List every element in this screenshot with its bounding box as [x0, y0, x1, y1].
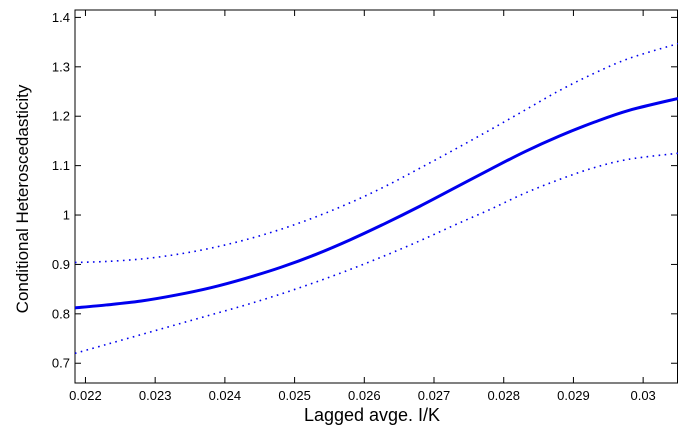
- x-axis-label: Lagged avge. I/K: [304, 405, 440, 425]
- y-tick-label: 0.7: [52, 356, 70, 371]
- x-tick-label: 0.025: [278, 388, 311, 403]
- y-tick-label: 1.3: [52, 59, 70, 74]
- y-axis: 0.7 0.8 0.9 1 1.1 1.2 1.3 1.4: [52, 10, 677, 371]
- x-tick-label: 0.026: [348, 388, 381, 403]
- x-tick-label: 0.03: [630, 388, 655, 403]
- lower-band-line: [75, 152, 678, 355]
- y-tick-label: 0.8: [52, 306, 70, 321]
- plot-frame: [74, 9, 678, 384]
- y-axis-label: Conditional Heteroscedasticity: [13, 84, 32, 313]
- x-axis: 0.022 0.023 0.024 0.025 0.026 0.027 0.028 0.029…: [69, 10, 656, 403]
- x-tick-label: 0.028: [487, 388, 520, 403]
- upper-band-line: [75, 42, 678, 264]
- x-tick-label: 0.024: [209, 388, 242, 403]
- x-tick-label: 0.022: [69, 388, 102, 403]
- x-tick-label: 0.027: [418, 388, 451, 403]
- y-tick-label: 1: [63, 208, 70, 223]
- y-tick-label: 1.2: [52, 109, 70, 124]
- y-tick-label: 1.1: [52, 158, 70, 173]
- estimate-line: [75, 96, 678, 310]
- plot-area: 0.022 0.023 0.024 0.025 0.026 0.027 0.028 0.029…: [52, 9, 678, 403]
- x-tick-label: 0.029: [557, 388, 590, 403]
- y-tick-label: 0.9: [52, 257, 70, 272]
- series-layer: [75, 42, 678, 355]
- y-tick-label: 1.4: [52, 10, 70, 25]
- x-tick-label: 0.023: [139, 388, 172, 403]
